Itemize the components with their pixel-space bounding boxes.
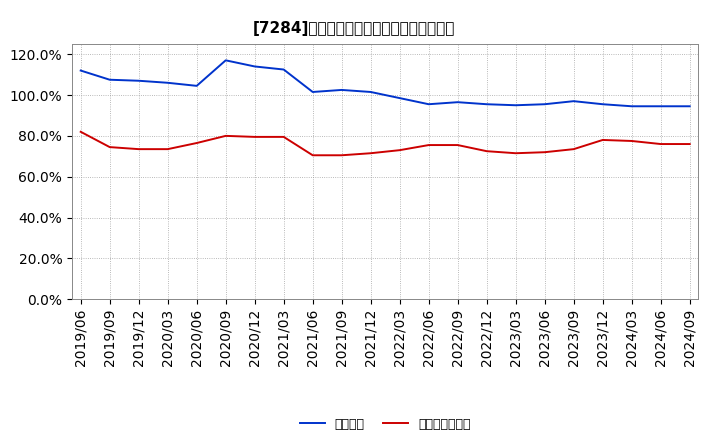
固定長期適合率 bbox=[570, 147, 578, 152]
固定長期適合率 bbox=[598, 137, 607, 143]
固定比率 bbox=[454, 99, 462, 105]
固定長期適合率 bbox=[657, 141, 665, 147]
固定比率 bbox=[395, 95, 404, 101]
固定長期適合率 bbox=[192, 140, 201, 146]
固定長期適合率 bbox=[395, 147, 404, 153]
固定比率 bbox=[76, 68, 85, 73]
固定長期適合率 bbox=[454, 143, 462, 148]
固定比率 bbox=[366, 89, 375, 95]
固定比率 bbox=[221, 58, 230, 63]
固定比率 bbox=[192, 83, 201, 88]
固定長期適合率 bbox=[76, 129, 85, 135]
固定比率 bbox=[511, 103, 520, 108]
固定比率 bbox=[135, 78, 143, 84]
固定比率 bbox=[598, 102, 607, 107]
固定長期適合率 bbox=[366, 150, 375, 156]
固定比率 bbox=[163, 80, 172, 85]
固定長期適合率 bbox=[308, 153, 317, 158]
Line: 固定長期適合率: 固定長期適合率 bbox=[81, 132, 690, 155]
固定長期適合率 bbox=[685, 141, 694, 147]
固定長期適合率 bbox=[482, 149, 491, 154]
固定長期適合率 bbox=[163, 147, 172, 152]
固定長期適合率 bbox=[541, 150, 549, 155]
固定比率 bbox=[657, 104, 665, 109]
Legend: 固定比率, 固定長期適合率: 固定比率, 固定長期適合率 bbox=[294, 413, 476, 436]
固定比率 bbox=[338, 87, 346, 92]
固定長期適合率 bbox=[135, 147, 143, 152]
Title: [7284]　固定比率、固定長期適合率の推移: [7284] 固定比率、固定長期適合率の推移 bbox=[253, 21, 455, 36]
固定長期適合率 bbox=[338, 153, 346, 158]
固定比率 bbox=[424, 102, 433, 107]
固定比率 bbox=[251, 64, 259, 69]
固定長期適合率 bbox=[221, 133, 230, 139]
固定長期適合率 bbox=[279, 134, 288, 139]
固定比率 bbox=[482, 102, 491, 107]
固定比率 bbox=[570, 99, 578, 104]
固定長期適合率 bbox=[511, 150, 520, 156]
固定比率 bbox=[279, 67, 288, 72]
固定比率 bbox=[627, 104, 636, 109]
Line: 固定比率: 固定比率 bbox=[81, 60, 690, 106]
固定長期適合率 bbox=[105, 144, 114, 150]
固定比率 bbox=[105, 77, 114, 82]
固定比率 bbox=[541, 102, 549, 107]
固定長期適合率 bbox=[251, 134, 259, 139]
固定比率 bbox=[685, 104, 694, 109]
固定比率 bbox=[308, 89, 317, 95]
固定長期適合率 bbox=[627, 138, 636, 143]
固定長期適合率 bbox=[424, 143, 433, 148]
